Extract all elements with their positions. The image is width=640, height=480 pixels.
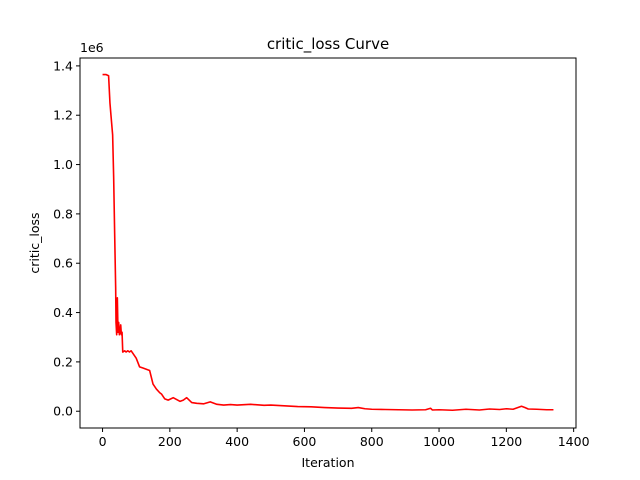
x-tick-label: 1000	[423, 434, 455, 449]
x-axis-label: Iteration	[301, 455, 354, 470]
y-tick-label: 0.8	[53, 206, 73, 221]
x-axis: 0 200 400 600 800 1000 1200 1400	[99, 428, 590, 449]
y-axis: 0.0 0.2 0.4 0.6 0.8 1.0 1.2 1.4	[53, 58, 80, 419]
y-offset-text: 1e6	[80, 40, 104, 55]
y-tick-label: 1.4	[53, 58, 73, 73]
x-tick-label: 600	[293, 434, 317, 449]
x-tick-label: 800	[360, 434, 384, 449]
y-axis-label: critic_loss	[27, 212, 42, 273]
y-tick-label: 0.2	[53, 354, 73, 369]
x-tick-label: 0	[99, 434, 107, 449]
y-tick-label: 0.4	[53, 305, 73, 320]
y-tick-label: 0.0	[53, 404, 73, 419]
plot-area	[80, 58, 576, 428]
plot-frame	[79, 57, 577, 429]
x-tick-label: 1200	[490, 434, 522, 449]
chart-title: critic_loss Curve	[267, 35, 389, 54]
data-layer	[102, 73, 554, 412]
x-tick-label: 400	[225, 434, 249, 449]
y-tick-label: 0.6	[53, 256, 73, 271]
x-tick-label: 200	[158, 434, 182, 449]
x-tick-label: 1400	[558, 434, 590, 449]
y-tick-label: 1.0	[53, 157, 73, 172]
series-line-0	[102, 73, 554, 412]
y-tick-label: 1.2	[53, 108, 73, 123]
